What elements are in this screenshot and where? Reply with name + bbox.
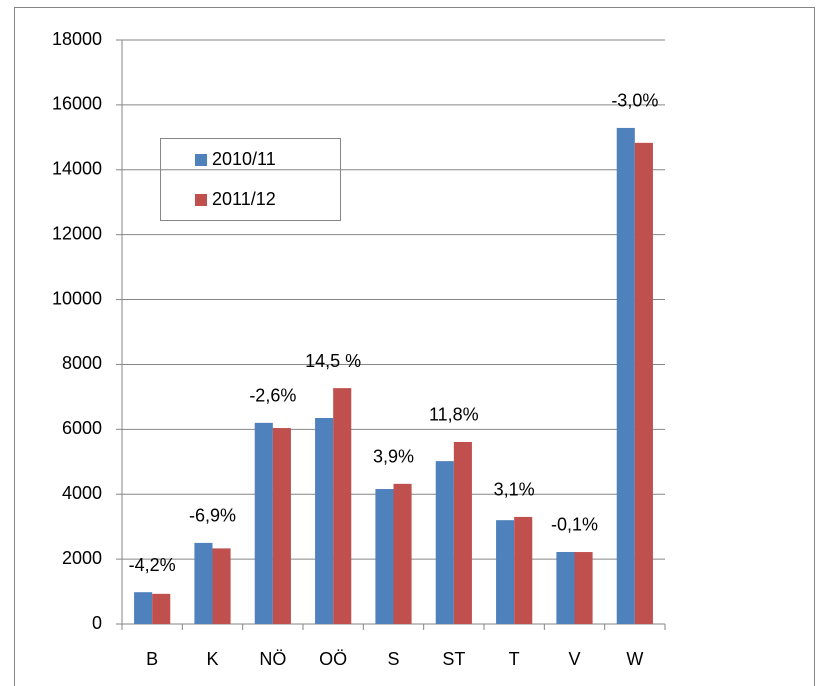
x-tick-label: OÖ: [319, 649, 347, 669]
bar: [134, 592, 153, 624]
annotation: -6,9%: [189, 506, 236, 526]
bar: [393, 483, 412, 624]
legend-label: 2011/12: [212, 189, 276, 209]
legend-swatch: [195, 154, 207, 166]
chart-border: [14, 7, 815, 686]
bar: [152, 593, 171, 624]
bar: [514, 516, 533, 624]
annotation: 14,5 %: [305, 351, 361, 371]
bar: [574, 552, 593, 624]
bar: [333, 388, 352, 624]
y-tick-label: 4000: [62, 483, 102, 503]
bar: [556, 551, 575, 624]
annotation: 11,8%: [429, 405, 479, 425]
y-tick-label: 8000: [62, 353, 102, 373]
legend-swatch: [195, 194, 207, 206]
bar: [194, 542, 213, 624]
y-tick-label: 16000: [52, 94, 102, 114]
bar: [496, 520, 515, 624]
legend-label: 2010/11: [212, 149, 276, 169]
legend-box: [160, 138, 341, 221]
bar: [272, 428, 291, 624]
x-tick-label: V: [568, 649, 580, 669]
bar: [375, 489, 394, 624]
bar: [453, 441, 472, 624]
annotation: -3,0%: [611, 91, 658, 111]
y-tick-label: 0: [92, 613, 102, 633]
y-tick-label: 10000: [52, 288, 102, 308]
bar: [616, 127, 635, 625]
x-tick-label: T: [509, 649, 520, 669]
x-tick-label: W: [626, 649, 643, 669]
y-tick-label: 12000: [52, 223, 102, 243]
x-tick-label: K: [206, 649, 218, 669]
y-tick-label: 14000: [52, 159, 102, 179]
x-tick-label: B: [146, 649, 158, 669]
annotation: 3,1%: [494, 480, 535, 500]
annotation: -2,6%: [249, 386, 296, 406]
x-tick-label: S: [387, 649, 399, 669]
x-tick-label: NÖ: [259, 649, 286, 669]
bar: [435, 461, 454, 624]
bar: [315, 417, 334, 624]
annotation: -4,2%: [129, 555, 176, 575]
legend: 2010/11 2011/12: [160, 138, 341, 221]
annotation: -0,1%: [551, 515, 598, 535]
bar: [634, 142, 653, 625]
x-tick-label: ST: [442, 649, 465, 669]
y-tick-label: 6000: [62, 418, 102, 438]
y-tick-label: 2000: [62, 548, 102, 568]
bar: [212, 548, 231, 624]
annotation: 3,9%: [373, 447, 414, 467]
bar: [254, 422, 273, 624]
y-tick-label: 18000: [52, 29, 102, 49]
